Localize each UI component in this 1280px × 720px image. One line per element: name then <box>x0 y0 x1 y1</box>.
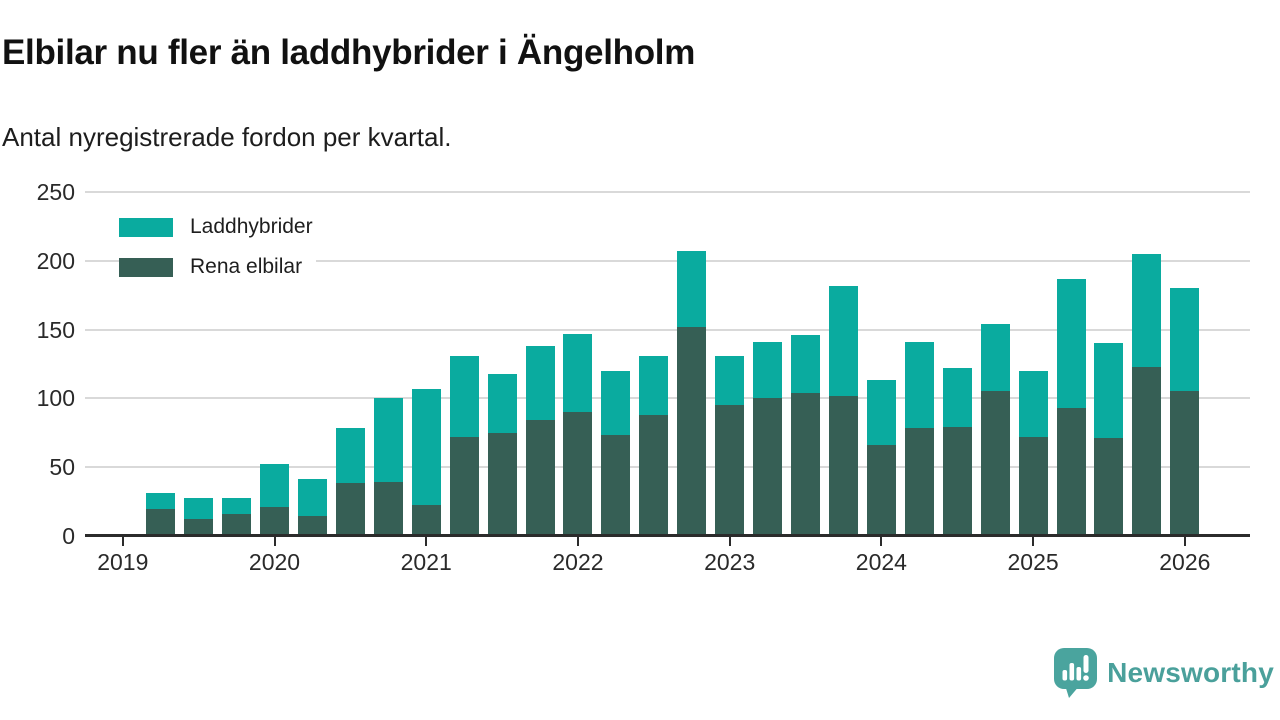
bar-segment-rena-elbilar <box>980 391 1010 536</box>
x-axis-line <box>85 534 1250 537</box>
bar-segment-laddhybrider <box>184 498 214 520</box>
x-axis-tick <box>1183 537 1186 546</box>
bar-segment-laddhybrider <box>449 355 479 437</box>
bar-segment-rena-elbilar <box>601 435 631 536</box>
bar-segment-laddhybrider <box>1018 370 1048 437</box>
bar-segment-rena-elbilar <box>715 405 745 536</box>
legend-label: Rena elbilar <box>190 255 303 278</box>
legend-swatch-laddhybrider <box>119 217 173 237</box>
x-axis-tick-label: 2024 <box>855 549 907 575</box>
bar-segment-rena-elbilar <box>942 427 972 536</box>
bar-segment-rena-elbilar <box>146 509 176 536</box>
bar-segment-rena-elbilar <box>639 414 669 536</box>
bar-segment-rena-elbilar <box>335 483 365 536</box>
bar-segment-laddhybrider <box>297 479 327 517</box>
x-axis-tick-label: 2026 <box>1159 549 1211 575</box>
bar-segment-laddhybrider <box>487 373 517 433</box>
x-axis-tick-label: 2025 <box>1007 549 1059 575</box>
x-axis-tick-label: 2019 <box>97 549 149 575</box>
bar-segment-laddhybrider <box>601 370 631 436</box>
speech-bubble-bar-chart-icon <box>1054 648 1098 698</box>
y-axis-tick-label: 0 <box>62 522 75 549</box>
x-axis-tick <box>425 537 428 546</box>
legend-item-rena-elbilar: Rena elbilar <box>119 255 317 278</box>
y-axis-tick-label: 150 <box>36 316 75 343</box>
bar-segment-laddhybrider <box>791 335 821 393</box>
bar-segment-rena-elbilar <box>1170 391 1200 536</box>
bar-segment-laddhybrider <box>677 251 707 327</box>
bar-segment-rena-elbilar <box>1094 438 1124 536</box>
bar-segment-laddhybrider <box>904 341 934 429</box>
bar-segment-laddhybrider <box>222 498 252 514</box>
x-axis-tick-label: 2022 <box>552 549 604 575</box>
y-axis-tick-label: 100 <box>36 385 75 412</box>
x-axis-tick <box>121 537 124 546</box>
gridline <box>85 328 1250 331</box>
bar-segment-rena-elbilar <box>1132 366 1162 536</box>
bar-segment-laddhybrider <box>563 333 593 412</box>
bar-segment-rena-elbilar <box>487 432 517 536</box>
bar-segment-rena-elbilar <box>904 428 934 536</box>
bar-segment-rena-elbilar <box>449 436 479 536</box>
bar-segment-rena-elbilar <box>297 516 327 536</box>
bar-segment-rena-elbilar <box>525 420 555 536</box>
chart-legend: Laddhybrider Rena elbilar <box>119 215 327 297</box>
gridline <box>85 191 1250 194</box>
bar-segment-rena-elbilar <box>791 392 821 536</box>
legend-swatch-rena-elbilar <box>119 257 173 277</box>
bar-segment-laddhybrider <box>828 285 858 396</box>
bar-segment-rena-elbilar <box>1056 407 1086 536</box>
y-axis-tick-label: 50 <box>49 453 75 480</box>
gridline <box>85 260 1250 263</box>
y-axis-tick-label: 250 <box>36 179 75 206</box>
bar-segment-laddhybrider <box>753 341 783 399</box>
legend-label: Laddhybrider <box>190 215 313 238</box>
bar-segment-laddhybrider <box>525 346 555 421</box>
bar-segment-laddhybrider <box>980 324 1010 392</box>
x-axis-tick-label: 2020 <box>248 549 301 575</box>
newsworthy-logo: Newsworthy <box>1053 647 1274 699</box>
chart-subtitle: Antal nyregistrerade fordon per kvartal. <box>2 122 452 152</box>
x-axis-tick <box>576 537 579 546</box>
page-title: Elbilar nu fler än laddhybrider i Ängelh… <box>2 33 696 72</box>
y-axis-tick-label: 200 <box>36 248 75 275</box>
bar-segment-laddhybrider <box>639 355 669 415</box>
bar-segment-laddhybrider <box>1132 254 1162 367</box>
bar-segment-laddhybrider <box>866 380 896 445</box>
x-axis-tick <box>880 537 883 546</box>
x-axis-tick-label: 2023 <box>704 549 756 575</box>
brand-name: Newsworthy <box>1107 657 1274 688</box>
bar-segment-rena-elbilar <box>260 506 290 536</box>
bar-segment-rena-elbilar <box>866 444 896 536</box>
x-axis-tick-label: 2021 <box>400 549 452 575</box>
x-axis-tick <box>273 537 276 546</box>
bar-segment-rena-elbilar <box>373 481 403 536</box>
bar-segment-laddhybrider <box>1094 343 1124 439</box>
x-axis-tick <box>728 537 731 546</box>
bar-segment-rena-elbilar <box>677 326 707 536</box>
bar-segment-laddhybrider <box>146 492 176 510</box>
bar-segment-laddhybrider <box>260 464 290 507</box>
bar-segment-rena-elbilar <box>753 398 783 536</box>
bar-segment-laddhybrider <box>942 368 972 428</box>
bar-segment-laddhybrider <box>1170 288 1200 392</box>
bar-segment-rena-elbilar <box>411 505 441 536</box>
bar-segment-laddhybrider <box>411 388 441 506</box>
bar-segment-rena-elbilar <box>563 411 593 536</box>
bar-segment-laddhybrider <box>1056 278 1086 408</box>
bar-segment-rena-elbilar <box>222 513 252 536</box>
legend-item-laddhybrider: Laddhybrider <box>119 215 327 238</box>
bar-segment-laddhybrider <box>373 398 403 482</box>
bar-segment-rena-elbilar <box>828 395 858 536</box>
bar-segment-laddhybrider <box>335 428 365 484</box>
bar-segment-rena-elbilar <box>184 519 214 536</box>
bar-segment-laddhybrider <box>715 355 745 406</box>
x-axis-tick <box>1032 537 1035 546</box>
bar-segment-rena-elbilar <box>1018 436 1048 536</box>
